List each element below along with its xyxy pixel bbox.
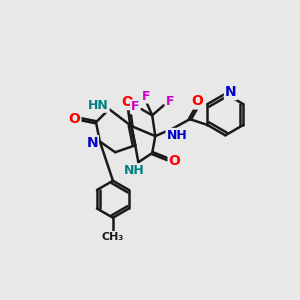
Text: F: F [142,90,150,103]
Text: O: O [192,94,204,108]
Text: F: F [131,100,140,113]
Text: N: N [86,136,98,150]
Text: O: O [122,95,134,109]
Text: F: F [166,95,174,108]
Text: O: O [169,154,181,168]
Text: HN: HN [88,99,109,112]
Text: O: O [68,112,80,126]
Text: NH: NH [124,164,145,177]
Text: NH: NH [167,129,187,142]
Text: CH₃: CH₃ [102,232,124,242]
Text: N: N [225,85,237,99]
